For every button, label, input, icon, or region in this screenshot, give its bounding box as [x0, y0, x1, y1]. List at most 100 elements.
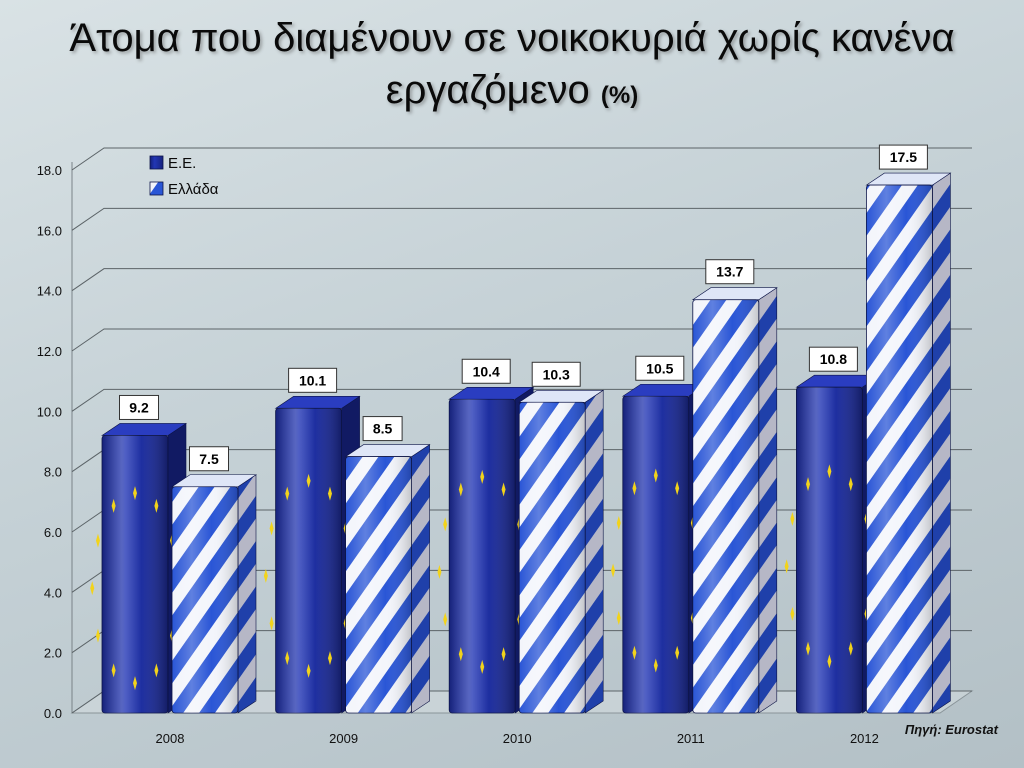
data-label-box	[635, 355, 685, 381]
y-tick-label: 0.0	[44, 706, 62, 721]
eu-star	[95, 628, 100, 643]
bar-shine	[519, 402, 586, 713]
y-tick-label: 12.0	[37, 344, 62, 359]
legend: Ε.Ε. Ελλάδα	[149, 155, 219, 198]
eu-star	[784, 559, 789, 574]
eu-star	[458, 647, 463, 662]
eu-star	[616, 515, 621, 530]
eu-star	[480, 469, 485, 484]
legend-label: Ε.Ε.	[168, 155, 196, 172]
eu-star	[653, 468, 658, 483]
eu-star	[133, 676, 137, 691]
x-tick-label: 2009	[329, 731, 358, 746]
eu-star	[790, 511, 795, 526]
eu-star	[154, 498, 159, 513]
eu-star	[632, 481, 637, 496]
y-tick-label: 10.0	[37, 404, 62, 419]
data-label: 17.5	[890, 149, 917, 165]
eu-star	[790, 606, 795, 621]
x-axis-labels: 2008 2009 2010 2011 2012	[156, 731, 879, 746]
eu-star	[501, 482, 506, 497]
data-label: 10.3	[543, 366, 570, 382]
x-tick-label: 2011	[677, 731, 705, 746]
eu-star	[95, 533, 100, 548]
data-label: 13.7	[716, 264, 743, 280]
eu-star	[480, 659, 485, 674]
eu-star	[501, 647, 506, 662]
bar-shine	[692, 299, 759, 713]
bar-shine	[345, 456, 412, 713]
y-tick-label: 8.0	[44, 465, 62, 480]
bar-shine	[102, 435, 168, 713]
x-tick-label: 2012	[850, 731, 879, 746]
data-label-box	[531, 361, 581, 387]
y-tick-label: 4.0	[44, 585, 62, 600]
data-label-box	[461, 358, 511, 384]
eu-star	[111, 498, 116, 513]
bar-greece-2012: 17.5	[865, 144, 952, 714]
bar-eu-2010: 10.4	[437, 358, 535, 714]
eu-star	[269, 616, 274, 631]
eu-star	[263, 568, 268, 583]
eu-star	[306, 473, 311, 488]
eu-star	[458, 482, 463, 497]
eu-star	[616, 610, 621, 625]
bar-greece-2008: 7.5	[171, 446, 257, 714]
data-label: 10.4	[473, 363, 500, 379]
bar-shine	[275, 408, 342, 713]
bar-shine	[866, 185, 933, 714]
chart-title-line1: Άτομα που διαμένουν σε νοικοκυριά χωρίς …	[69, 16, 955, 60]
gridline	[71, 147, 972, 171]
eu-star	[327, 651, 332, 666]
eu-star	[285, 651, 290, 666]
data-label-box	[878, 144, 928, 170]
eu-star	[806, 641, 811, 656]
eu-star	[827, 654, 832, 669]
eu-star	[437, 564, 442, 579]
data-label: 8.5	[373, 421, 393, 437]
x-tick-label: 2010	[503, 731, 532, 746]
data-label-box	[705, 259, 755, 285]
data-label-box	[288, 367, 338, 393]
eu-star	[675, 645, 680, 660]
eu-star	[848, 641, 853, 656]
y-axis-ticks: 0.0 2.0 4.0 6.0 8.0 10.0 12.0 14.0 16.0 18.0	[37, 163, 62, 721]
eu-star	[269, 521, 274, 536]
bar-shine	[449, 399, 516, 713]
bar-side-shade	[238, 474, 256, 713]
bar-side-shade	[932, 173, 951, 714]
bar-side-shade	[585, 390, 604, 713]
eu-star	[827, 464, 832, 479]
legend-swatch	[149, 155, 164, 170]
bar-greece-2009: 8.5	[344, 416, 431, 714]
eu-star	[675, 481, 680, 496]
chart-title-unit: (%)	[600, 82, 639, 109]
eu-star	[653, 658, 658, 673]
source-note: Πηγή: Eurostat	[904, 722, 998, 737]
bar-shine	[796, 387, 863, 713]
eu-star	[154, 663, 159, 678]
chart-title: Άτομα που διαμένουν σε νοικοκυριά χωρίς …	[0, 12, 1024, 122]
bar-shine	[172, 486, 238, 713]
bar-side-shade	[411, 444, 430, 713]
eu-star	[611, 563, 616, 578]
bar-greece-2010: 10.3	[518, 361, 605, 714]
y-tick-label: 2.0	[44, 646, 62, 661]
eu-star	[306, 663, 311, 678]
eu-star	[111, 663, 116, 678]
data-label: 7.5	[199, 451, 219, 467]
legend-swatch	[149, 181, 164, 196]
legend-label: Ελλάδα	[168, 181, 219, 198]
data-label-box	[808, 346, 858, 372]
y-tick-label: 6.0	[44, 525, 62, 540]
gridline	[71, 268, 972, 292]
data-label-box	[119, 394, 159, 420]
eu-star	[90, 581, 95, 596]
y-tick-label: 16.0	[37, 223, 62, 238]
y-tick-label: 14.0	[37, 284, 62, 299]
data-label: 9.2	[129, 399, 149, 415]
gridline	[71, 207, 972, 231]
eu-star	[443, 517, 448, 532]
bar-eu-2012: 10.8	[784, 346, 882, 714]
eu-star	[632, 645, 637, 660]
